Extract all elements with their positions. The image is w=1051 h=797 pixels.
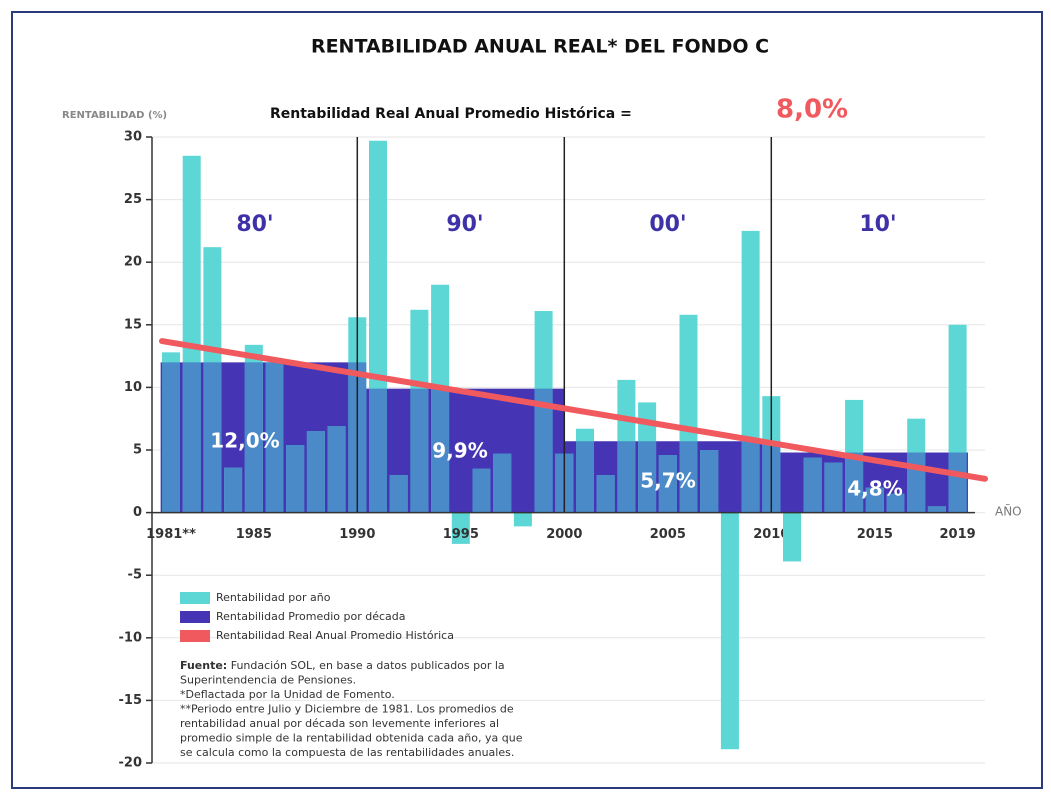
decade-label: 00': [649, 212, 686, 237]
footnote: Fuente: Fundación SOL, en base a datos p…: [180, 659, 505, 672]
bar-overlap: [369, 388, 387, 513]
footnote-text: rentabilidad anual por década son leveme…: [180, 717, 499, 730]
y-axis-label: RENTABILIDAD (%): [62, 110, 167, 121]
subtitle-value: 8,0%: [776, 95, 848, 125]
bar-overlap: [265, 362, 284, 513]
legend-label: Rentabilidad por año: [216, 591, 331, 604]
bar: [720, 512, 739, 750]
bar-overlap: [824, 462, 843, 513]
footnote: se calcula como la compuesta de las rent…: [180, 746, 514, 759]
bar: [513, 512, 532, 527]
bar: [451, 512, 470, 544]
bar-overlap: [865, 487, 884, 513]
decade-value-label: 9,9%: [432, 439, 487, 463]
x-tick-label: 2005: [650, 527, 686, 542]
bar-overlap: [886, 493, 905, 513]
y-tick-label: 25: [124, 192, 142, 207]
chart-title: RENTABILIDAD ANUAL REAL* DEL FONDO C: [311, 36, 769, 58]
x-tick-label: 1995: [443, 527, 479, 542]
bar-overlap: [306, 431, 325, 513]
bar: [783, 512, 801, 562]
x-tick-label: 1990: [339, 527, 375, 542]
footnote-text: promedio simple de la rentabilidad obten…: [180, 732, 523, 745]
bar-overlap: [803, 457, 822, 513]
bar-overlap: [927, 506, 946, 513]
bar-overlap: [845, 452, 864, 513]
bar-overlap: [389, 475, 408, 513]
bar-overlap: [700, 450, 719, 513]
x-tick-label: 2010: [753, 527, 789, 542]
x-tick-label: 1985: [236, 527, 272, 542]
bar-overlap: [617, 441, 636, 513]
x-tick-label: 2019: [940, 527, 976, 542]
y-tick-label: 30: [124, 130, 142, 145]
bar-overlap: [596, 475, 615, 513]
legend-swatch: [180, 630, 210, 642]
bar-overlap: [203, 362, 222, 513]
bar-overlap: [431, 388, 450, 513]
bar-overlap: [907, 452, 926, 513]
footnote-text: *Deflactada por la Unidad de Fomento.: [180, 688, 395, 701]
footnote: rentabilidad anual por década son leveme…: [180, 717, 499, 730]
bar-overlap: [493, 453, 512, 513]
y-tick-label: 10: [124, 380, 142, 395]
bar-overlap: [182, 362, 201, 513]
y-tick-label: 0: [133, 505, 142, 520]
footnote-text: Fundación SOL, en base a datos publicado…: [227, 659, 504, 672]
legend-label: Rentabilidad Promedio por década: [216, 610, 406, 623]
footnote-text: Superintendencia de Pensiones.: [180, 674, 356, 687]
decade-label: 80': [236, 212, 273, 237]
x-tick-label: 2015: [857, 527, 893, 542]
bar-overlap: [162, 362, 180, 513]
x-tick-label: 1981**: [146, 527, 196, 542]
y-tick-label: -15: [119, 693, 143, 708]
footnote-text: **Periodo entre Julio y Diciembre de 198…: [180, 703, 514, 716]
footnote: **Periodo entre Julio y Diciembre de 198…: [180, 703, 514, 716]
legend-swatch: [180, 592, 210, 604]
bar-overlap: [741, 441, 760, 513]
legend-label: Rentabilidad Real Anual Promedio Históri…: [216, 629, 454, 642]
bar-overlap: [576, 441, 594, 513]
bar-overlap: [948, 452, 967, 513]
bar-overlap: [658, 455, 677, 513]
trend-line: [159, 338, 988, 482]
decade-label: 10': [859, 212, 896, 237]
decade-value-label: 5,7%: [640, 469, 695, 493]
subtitle: Rentabilidad Real Anual Promedio Históri…: [270, 106, 632, 122]
y-tick-label: -10: [119, 630, 143, 645]
footnote: Superintendencia de Pensiones.: [180, 674, 356, 687]
decade-value-label: 12,0%: [210, 429, 279, 453]
footnote-text: se calcula como la compuesta de las rent…: [180, 746, 514, 759]
y-tick-label: 5: [133, 443, 142, 458]
bar-overlap: [534, 388, 553, 513]
legend-swatch: [180, 611, 210, 623]
bar-overlap: [410, 388, 429, 513]
bar-overlap: [679, 441, 698, 513]
bar-overlap: [286, 444, 305, 513]
footnote: *Deflactada por la Unidad de Fomento.: [180, 688, 395, 701]
y-tick-label: -20: [119, 756, 143, 771]
y-tick-label: -5: [128, 568, 142, 583]
decade-value-label: 4,8%: [847, 477, 902, 501]
bar-overlap: [224, 467, 243, 513]
y-tick-label: 15: [124, 317, 142, 332]
decade-label: 90': [446, 212, 483, 237]
x-tick-label: 2000: [546, 527, 582, 542]
y-tick-label: 20: [124, 255, 142, 270]
bar-overlap: [638, 441, 657, 513]
footnote-bold: Fuente:: [180, 659, 227, 672]
frame: [11, 11, 1043, 789]
bar-overlap: [244, 362, 263, 513]
x-axis-label: AÑO: [995, 504, 1022, 519]
bar-overlap: [327, 426, 346, 513]
footnote: promedio simple de la rentabilidad obten…: [180, 732, 523, 745]
bar-overlap: [472, 468, 491, 513]
